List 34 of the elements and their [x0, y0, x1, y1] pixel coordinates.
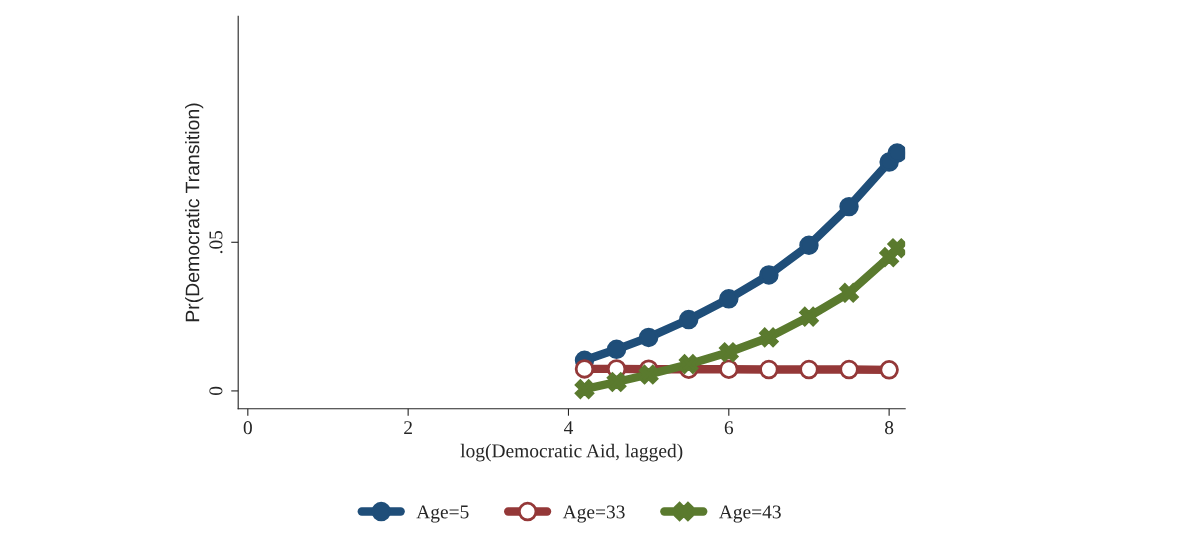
x-tick-label: 8: [885, 421, 894, 435]
legend-label: Age=43: [718, 505, 781, 523]
point: [678, 309, 699, 330]
x-tick-label: 0: [243, 421, 252, 435]
point: [606, 339, 627, 360]
x-axis-title: log(Democratic Aid, lagged): [460, 443, 683, 462]
legend-label: Age=33: [562, 505, 625, 523]
x-tick-label: 4: [563, 421, 574, 435]
point: [839, 283, 859, 303]
point: [638, 364, 659, 385]
x-tick-label: 2: [404, 421, 412, 435]
point: [759, 265, 779, 285]
point: [638, 327, 659, 348]
point: [719, 289, 739, 309]
point: [799, 359, 819, 380]
point: [719, 342, 739, 362]
point: [799, 235, 819, 255]
point: [574, 359, 595, 379]
point: [606, 372, 627, 392]
point: [759, 359, 779, 380]
point: [759, 327, 779, 348]
y-axis-title: Pr(Democratic Transition): [185, 103, 204, 322]
point: [839, 196, 859, 217]
y-tick-label: .05: [209, 230, 223, 254]
point: [678, 354, 699, 374]
point: [719, 359, 739, 379]
legend-label: Age=5: [416, 505, 469, 523]
x-tick-label: 6: [724, 421, 734, 435]
point: [887, 238, 906, 258]
point: [574, 379, 595, 399]
point: [879, 360, 899, 380]
point: [839, 359, 859, 380]
point: [799, 306, 819, 327]
point: [887, 143, 906, 163]
